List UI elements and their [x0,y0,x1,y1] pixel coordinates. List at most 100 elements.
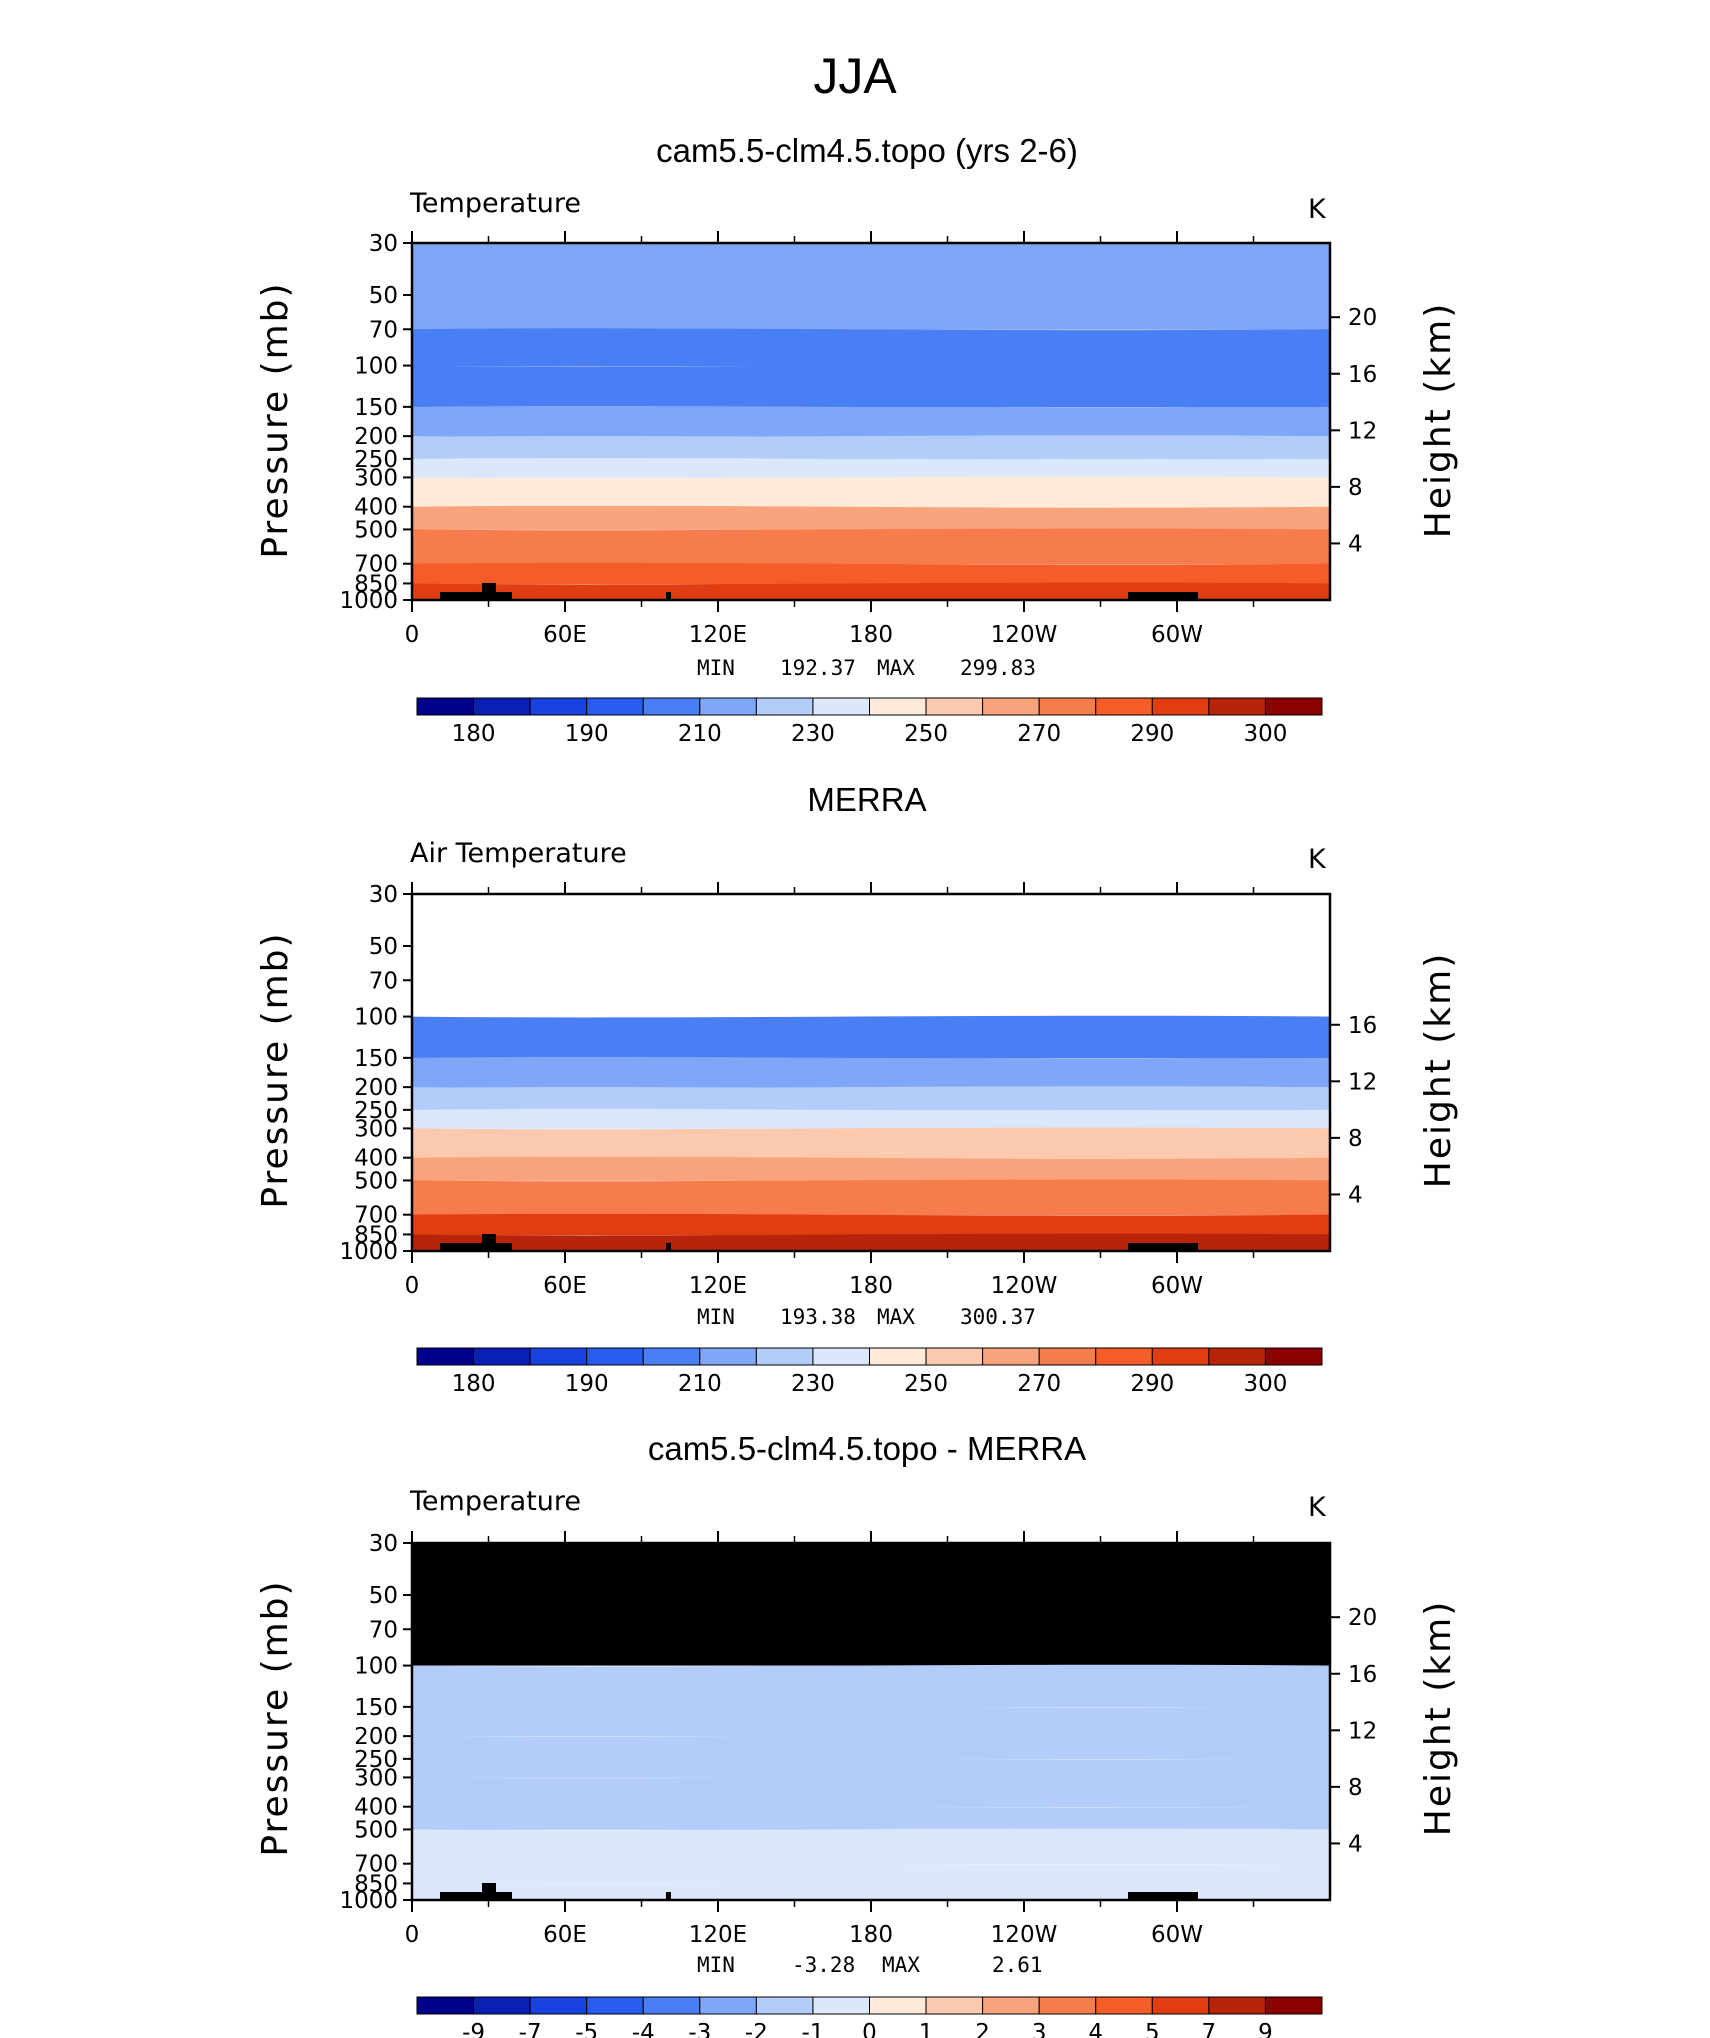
ytick-label: 150 [354,1695,398,1721]
panel-2-colorbar: -9 -7 -5 -4 -3 -2 -1 0 1 2 3 4 5 7 9 [416,1996,1323,2038]
y2tick-label: 8 [1348,1126,1363,1152]
xtick-label: 120E [689,622,747,648]
xtick-label: 180 [849,622,893,648]
panel-0-max-value: 299.83 [960,656,1036,680]
colorbar-swatch [1264,1996,1323,2015]
colorbar-label: 230 [791,1371,835,1397]
ytick-label: 700 [354,1852,398,1878]
contour-band [412,1705,1330,1737]
contour-band [412,328,1330,367]
colorbar-swatch [416,1347,475,1366]
colorbar-swatch [869,1347,927,1366]
colorbar-label: 3 [1032,2020,1047,2038]
contour-band [412,1213,1330,1235]
colorbar-swatch [812,697,870,716]
colorbar-label: 180 [452,721,496,747]
y2tick-label: 12 [1348,1069,1377,1095]
colorbar-swatch [529,697,588,716]
panel-0-max-label: MAX [877,656,915,680]
y2tick-label: 8 [1348,1775,1363,1801]
colorbar-swatch [1151,1996,1210,2015]
colorbar-swatch [755,1996,814,2015]
topography [1128,1892,1198,1900]
panel-0-min-value: 192.37 [780,656,856,680]
colorbar-swatch [1151,1347,1210,1366]
colorbar-swatch [812,1347,870,1366]
ytick-label: 200 [354,424,398,450]
xtick-label: 120W [991,1273,1058,1299]
ytick-label: 50 [369,283,398,309]
panel-2-title: cam5.5-clm4.5.topo - MERRA [648,1430,1086,1467]
panel-0-ylabel: Pressure (mb) [255,281,296,558]
contour-band [412,405,1330,437]
ytick-label: 100 [354,1005,398,1031]
ytick-label: 500 [354,1817,398,1843]
ytick-label: 300 [354,1116,398,1142]
ytick-label: 30 [369,1531,398,1557]
panel-2-min-value: -3.28 [792,1953,855,1977]
colorbar-swatch [1264,1347,1323,1366]
contour-band [412,1179,1330,1216]
ytick-label: 850 [354,571,398,597]
ytick-label: 400 [354,1795,398,1821]
ytick-label: 300 [354,465,398,491]
colorbar-label: 5 [1145,2020,1160,2038]
y2tick-label: 16 [1348,1013,1377,1039]
y2tick-label: 16 [1348,1662,1377,1688]
contour-band [412,476,1330,508]
colorbar-label: -5 [575,2020,598,2038]
panel-2-unit-label: K [1308,1492,1327,1523]
colorbar-swatch [586,697,644,716]
contour-band [412,1086,1330,1111]
ytick-label: 850 [354,1871,398,1897]
contour-band [412,1805,1330,1830]
ytick-label: 100 [354,1654,398,1680]
y2tick-label: 20 [1348,305,1377,331]
colorbar-swatch [473,1347,531,1366]
contour-band [412,364,1330,408]
contour-band [412,1056,1330,1088]
panel-0-ylabel2: Height (km) [1418,302,1459,538]
topography [482,1883,496,1900]
xtick-label: 60E [543,622,587,648]
contour-band [412,1757,1330,1778]
topography [666,1243,671,1251]
panel-1-plot [410,892,1332,1253]
contour-band [412,1828,1330,1865]
ytick-label: 500 [354,517,398,543]
xtick-label: 60W [1151,1273,1203,1299]
colorbar-swatch [1038,1347,1097,1366]
panel-1-title: MERRA [807,781,926,818]
contour-band [412,1233,1330,1252]
panel-0: cam5.5-clm4.5.topo (yrs 2-6) Temperature… [255,132,1459,747]
topography [482,1234,496,1251]
colorbar-label: 0 [862,2020,877,2038]
xtick-label: 0 [405,622,420,648]
ytick-label: 100 [354,354,398,380]
contour-band [412,1664,1330,1708]
colorbar-swatch [1264,697,1323,716]
topography [440,1892,512,1900]
colorbar-label: 7 [1202,2020,1217,2038]
panel-1-min-value: 193.38 [780,1305,856,1329]
colorbar-swatch [925,697,984,716]
panel-2-max-value: 2.61 [992,1953,1043,1977]
colorbar-swatch [982,697,1040,716]
contour-band [412,1735,1330,1760]
xtick-label: 0 [405,1273,420,1299]
colorbar-swatch [1038,1996,1097,2015]
topography [1128,1243,1198,1251]
ytick-label: 30 [369,882,398,908]
topography [440,1243,512,1251]
y2tick-label: 4 [1348,1831,1363,1857]
contour-band [412,242,1330,330]
colorbar-swatch [925,1347,984,1366]
colorbar-swatch [1095,1347,1153,1366]
panel-1-colorbar: 180 190 210 230 250 270 290 300 [416,1347,1323,1397]
ytick-label: 250 [354,1098,398,1124]
ytick-label: 50 [369,1583,398,1609]
contour-band [412,528,1330,565]
contour-band [412,1015,1330,1059]
